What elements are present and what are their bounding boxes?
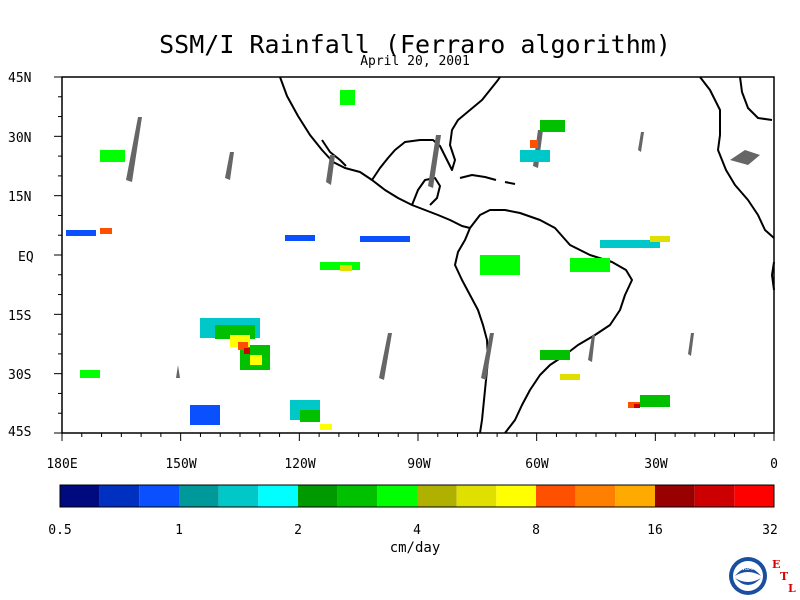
colorbar-unit: cm/day [389, 540, 441, 556]
logo-letter: L [788, 582, 796, 595]
colorbar-swatch [179, 485, 219, 507]
colorbar-swatch [734, 485, 774, 507]
colorbar-tick-label: 2 [294, 523, 302, 538]
lon-label: 150W [165, 457, 196, 472]
lat-label: 15N [8, 190, 31, 205]
colorbar-swatch [575, 485, 616, 507]
colorbar [59, 484, 775, 508]
lon-label: 60W [525, 457, 549, 472]
lat-label: 30N [8, 131, 31, 146]
colorbar-swatch [417, 485, 457, 507]
colorbar-swatch [615, 485, 655, 507]
colorbar-swatch [496, 485, 536, 507]
colorbar-swatch [99, 485, 140, 507]
colorbar-swatch [139, 485, 179, 507]
colorbar-tick-label: 1 [175, 523, 183, 538]
colorbar-swatch [60, 485, 100, 507]
seal-text: NOAA [741, 566, 756, 572]
colorbar-tick-label: 4 [413, 523, 421, 538]
latitude-labels: 45N 30N 15N EQ 15S 30S 45S [8, 71, 34, 440]
colorbar-swatch [377, 485, 417, 507]
colorbar-swatch [298, 485, 338, 507]
colorbar-tick-labels: 0.5 1 2 4 8 16 32 [48, 523, 778, 538]
map-title: SSM/I Rainfall (Ferraro algorithm) [159, 30, 671, 59]
colorbar-swatch [337, 485, 378, 507]
lon-label: 180E [46, 457, 77, 472]
lat-label: 45N [8, 71, 31, 86]
colorbar-swatch [655, 485, 695, 507]
colorbar-tick-label: 16 [647, 523, 663, 538]
lon-label: 0 [770, 457, 778, 472]
lat-label: EQ [18, 250, 34, 265]
colorbar-swatch [218, 485, 259, 507]
lon-label: 90W [407, 457, 431, 472]
logo-letter: E [772, 558, 780, 571]
lat-label: 15S [8, 309, 31, 324]
colorbar-swatch [258, 485, 298, 507]
colorbar-tick-label: 0.5 [48, 523, 71, 538]
logo-letter: T [780, 570, 789, 583]
map-plot-area [54, 76, 775, 441]
lon-label: 120W [284, 457, 315, 472]
lat-label: 45S [8, 425, 31, 440]
orbit-gaps [126, 117, 760, 380]
longitude-labels: 180E 150W 120W 90W 60W 30W 0 [46, 457, 778, 472]
lat-label: 30S [8, 368, 31, 383]
colorbar-swatch [456, 485, 497, 507]
colorbar-border [59, 484, 775, 508]
colorbar-tick-label: 32 [762, 523, 778, 538]
axis-ticks [54, 76, 775, 441]
rain-patches [66, 90, 670, 430]
colorbar-swatch [694, 485, 735, 507]
colorbar-swatch [536, 485, 576, 507]
lon-label: 30W [644, 457, 668, 472]
map-subtitle: April 20, 2001 [360, 54, 470, 69]
noaa-etl-logo: NOAA E T L [729, 557, 796, 595]
colorbar-tick-label: 8 [532, 523, 540, 538]
